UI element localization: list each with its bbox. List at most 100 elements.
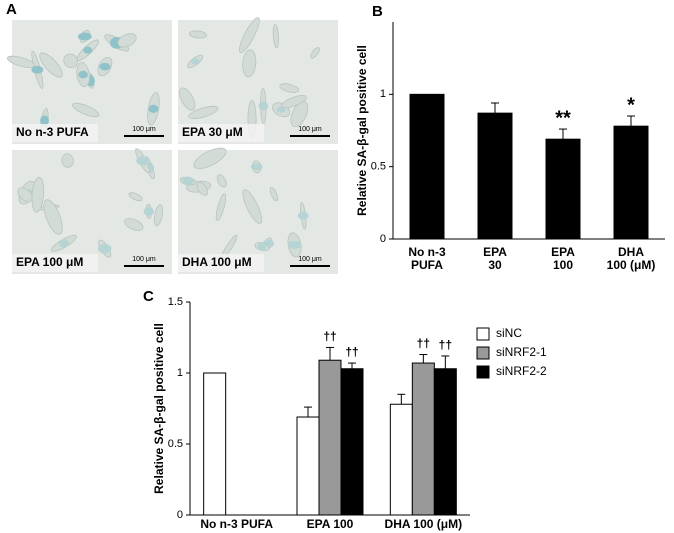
cell	[188, 30, 207, 39]
stained-nucleus	[182, 176, 194, 186]
panel-label: A	[6, 1, 17, 18]
panel-label: C	[143, 288, 154, 305]
bar	[318, 359, 342, 516]
x-tick-label: PUFA	[411, 258, 443, 272]
y-axis-label: Relative SA-β-gal positive cell	[355, 45, 369, 216]
legend-swatch	[476, 365, 490, 379]
x-tick-label: EPA 100	[307, 517, 354, 531]
cells	[17, 148, 163, 258]
cell	[188, 105, 219, 120]
stained-nucleus	[297, 211, 309, 220]
bar	[545, 138, 581, 240]
cell	[310, 47, 320, 59]
legend-label: siNC	[496, 326, 522, 340]
cell	[242, 49, 257, 78]
significance: ††	[345, 345, 358, 359]
bar	[411, 362, 435, 516]
stained-nucleus	[257, 242, 267, 251]
cell	[242, 189, 263, 224]
legend-label: siNRF2-1	[496, 345, 547, 359]
cell	[153, 204, 163, 227]
significance: ††	[439, 338, 452, 352]
y-tick-label: 0.5	[168, 438, 183, 450]
y-tick-label: 1	[380, 88, 386, 100]
scale-label: 100 μm	[298, 126, 322, 133]
x-tick-label: 30	[488, 258, 502, 272]
stained-nucleus	[143, 206, 154, 216]
cell	[6, 55, 36, 68]
stained-nucleus	[31, 65, 44, 74]
cells	[6, 30, 160, 134]
cell	[117, 33, 137, 48]
x-tick-label: 100 (μM)	[607, 258, 656, 272]
cell	[72, 102, 100, 118]
label-bg	[12, 124, 98, 142]
x-tick-label: EPA	[551, 245, 575, 259]
cell	[179, 87, 196, 111]
x-tick-label: DHA	[618, 245, 644, 259]
panel-label: B	[372, 3, 383, 20]
cell	[196, 181, 208, 196]
stained-nucleus	[258, 101, 269, 111]
cell	[128, 192, 143, 202]
cells	[179, 17, 320, 138]
bar	[203, 372, 227, 516]
cell	[216, 174, 227, 188]
cell	[281, 95, 307, 109]
x-tick-label: 100	[553, 258, 573, 272]
significance: ††	[323, 330, 336, 344]
cell	[63, 53, 78, 69]
cell	[31, 176, 45, 213]
bar	[340, 368, 364, 516]
legend-label: siNRF2-2	[496, 364, 547, 378]
label-bg	[12, 254, 98, 272]
cell	[272, 24, 279, 49]
scale-label: 100 μm	[132, 126, 156, 133]
bar	[409, 93, 445, 240]
y-tick-label: 0	[380, 233, 386, 245]
image-label: DHA 100 μM	[182, 255, 252, 269]
significance: ††	[417, 337, 430, 351]
stained-nucleus	[97, 243, 112, 254]
cell	[17, 187, 33, 202]
bar	[433, 368, 457, 516]
significance: **	[555, 107, 571, 129]
bar	[613, 125, 649, 240]
legend-swatch	[476, 327, 490, 341]
bar	[389, 403, 413, 516]
stained-nucleus	[136, 156, 149, 166]
stained-nucleus	[250, 163, 263, 171]
stained-nucleus	[40, 115, 49, 126]
y-tick-label: 1	[177, 367, 183, 379]
y-tick-label: 1.5	[168, 296, 183, 308]
cell	[269, 186, 278, 202]
stained-nucleus	[276, 106, 286, 113]
image-label: EPA 30 μM	[182, 125, 243, 139]
stained-nucleus	[78, 70, 88, 79]
x-tick-label: EPA	[483, 245, 507, 259]
x-tick-label: DHA 100 (μM)	[385, 517, 463, 531]
significance: *	[627, 94, 635, 116]
micrograph	[178, 20, 338, 144]
cells	[179, 147, 309, 260]
y-tick-label: 0.5	[371, 161, 386, 173]
label-bg	[178, 124, 264, 142]
stained-nucleus	[287, 240, 302, 249]
cell	[279, 83, 300, 93]
cell	[43, 199, 63, 235]
y-tick-label: 0	[177, 509, 183, 521]
stained-nucleus	[190, 58, 200, 65]
cell	[290, 100, 309, 128]
stained-nucleus	[77, 32, 92, 41]
label-bg	[178, 254, 264, 272]
cell	[193, 147, 227, 169]
stained-nucleus	[83, 46, 93, 54]
image-label: EPA 100 μM	[16, 255, 83, 269]
legend-swatch	[476, 346, 490, 360]
cell	[39, 52, 63, 78]
x-tick-label: No n-3	[408, 245, 446, 259]
cell	[239, 17, 260, 54]
bar	[296, 416, 320, 516]
cell	[124, 218, 144, 231]
